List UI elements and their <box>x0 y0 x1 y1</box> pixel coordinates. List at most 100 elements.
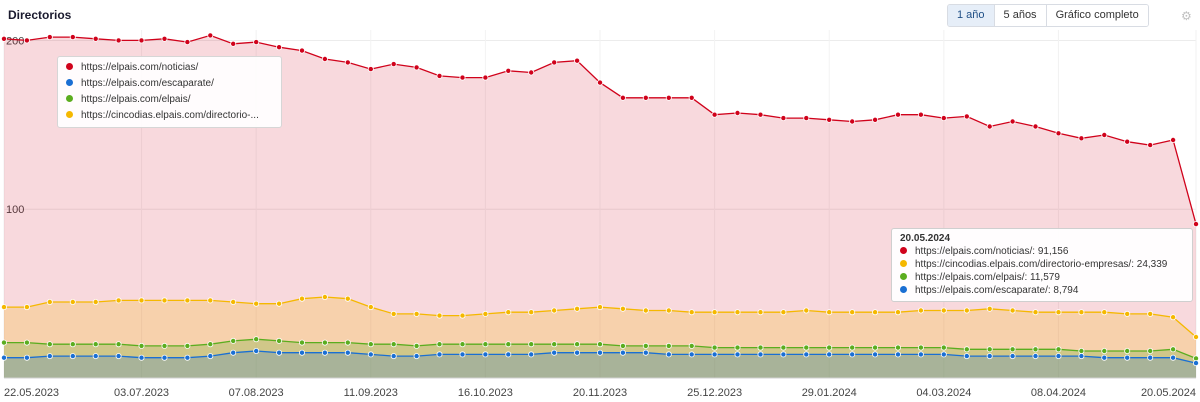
data-point <box>138 37 145 44</box>
data-point <box>597 349 604 356</box>
data-point <box>803 307 810 314</box>
data-point <box>1009 346 1016 353</box>
data-point <box>1009 118 1016 125</box>
data-point <box>688 94 695 101</box>
data-point <box>551 307 558 314</box>
data-point <box>872 116 879 123</box>
x-tick-label: 04.03.2024 <box>916 387 971 399</box>
data-point <box>505 351 512 358</box>
data-point <box>1170 354 1177 361</box>
data-point <box>321 339 328 346</box>
data-point <box>92 353 99 360</box>
data-point <box>230 298 237 305</box>
data-point <box>23 37 30 44</box>
data-point <box>23 354 30 361</box>
data-point <box>642 307 649 314</box>
data-point <box>1055 346 1062 353</box>
data-point <box>917 351 924 358</box>
data-point <box>1078 135 1085 142</box>
data-point <box>298 295 305 302</box>
data-point <box>711 111 718 118</box>
data-point <box>276 349 283 356</box>
data-point <box>253 347 260 354</box>
data-point <box>413 64 420 71</box>
data-point <box>780 115 787 122</box>
tooltip-dot-icon <box>900 272 907 280</box>
data-point <box>436 312 443 319</box>
tooltip-row: https://cincodias.elpais.com/directorio-… <box>900 258 1167 272</box>
data-point <box>780 351 787 358</box>
data-point <box>1101 131 1108 138</box>
data-point <box>826 344 833 351</box>
data-point <box>413 353 420 360</box>
data-point <box>665 351 672 358</box>
data-point <box>1170 314 1177 321</box>
tooltip-row: https://elpais.com/escaparate/: 8,794 <box>900 284 1078 298</box>
data-point <box>482 341 489 348</box>
data-point <box>826 309 833 316</box>
data-point <box>1193 221 1200 228</box>
data-point <box>298 47 305 54</box>
range-1-year-button[interactable]: 1 año <box>948 5 994 26</box>
data-point <box>230 349 237 356</box>
data-point <box>688 309 695 316</box>
data-point <box>46 341 53 348</box>
data-point <box>1032 309 1039 316</box>
data-point <box>1 354 7 361</box>
data-point <box>390 353 397 360</box>
data-point <box>46 34 53 41</box>
data-point <box>390 310 397 317</box>
data-point <box>298 349 305 356</box>
data-point <box>528 69 535 76</box>
data-point <box>505 341 512 348</box>
data-point <box>46 353 53 360</box>
legend-item-noticias[interactable]: https://elpais.com/noticias/ <box>66 61 198 75</box>
data-point <box>92 298 99 305</box>
data-point <box>1055 309 1062 316</box>
gear-icon[interactable]: ⚙ <box>1181 9 1192 23</box>
data-point <box>207 341 214 348</box>
full-chart-button[interactable]: Gráfico completo <box>1045 5 1148 26</box>
x-tick-label: 08.04.2024 <box>1031 387 1086 399</box>
data-point <box>184 39 191 46</box>
legend-label: https://elpais.com/noticias/ <box>81 62 199 73</box>
data-point <box>551 59 558 66</box>
data-point <box>161 354 168 361</box>
data-point <box>367 304 374 311</box>
data-point <box>1124 310 1131 317</box>
data-point <box>688 342 695 349</box>
legend-item-cincodias[interactable]: https://cincodias.elpais.com/directorio-… <box>66 109 259 123</box>
y-tick-label: 200 <box>6 35 24 47</box>
series-area <box>4 297 1196 378</box>
data-point <box>940 115 947 122</box>
data-point <box>528 341 535 348</box>
data-point <box>803 351 810 358</box>
data-point <box>115 37 122 44</box>
tooltip-row-text: https://elpais.com/noticias/: 91,156 <box>915 246 1069 257</box>
data-point <box>963 346 970 353</box>
data-point <box>344 59 351 66</box>
data-point <box>344 339 351 346</box>
data-point <box>1032 353 1039 360</box>
data-point <box>367 351 374 358</box>
legend-item-escaparate[interactable]: https://elpais.com/escaparate/ <box>66 77 214 91</box>
data-point <box>344 349 351 356</box>
x-tick-label: 22.05.2023 <box>4 387 59 399</box>
data-point <box>69 341 76 348</box>
data-point <box>1101 309 1108 316</box>
x-tick-label: 11.09.2023 <box>344 387 398 399</box>
data-point <box>963 353 970 360</box>
legend-item-elpais[interactable]: https://elpais.com/elpais/ <box>66 93 191 107</box>
data-point <box>963 307 970 314</box>
legend-dot-icon <box>66 110 73 118</box>
data-point <box>940 344 947 351</box>
data-point <box>23 304 30 311</box>
range-5-years-button[interactable]: 5 años <box>993 5 1046 26</box>
data-point <box>986 346 993 353</box>
data-point <box>92 341 99 348</box>
data-point <box>940 307 947 314</box>
data-point <box>757 309 764 316</box>
data-point <box>367 66 374 73</box>
tooltip-row-text: https://cincodias.elpais.com/directorio-… <box>915 259 1168 270</box>
data-point <box>321 349 328 356</box>
